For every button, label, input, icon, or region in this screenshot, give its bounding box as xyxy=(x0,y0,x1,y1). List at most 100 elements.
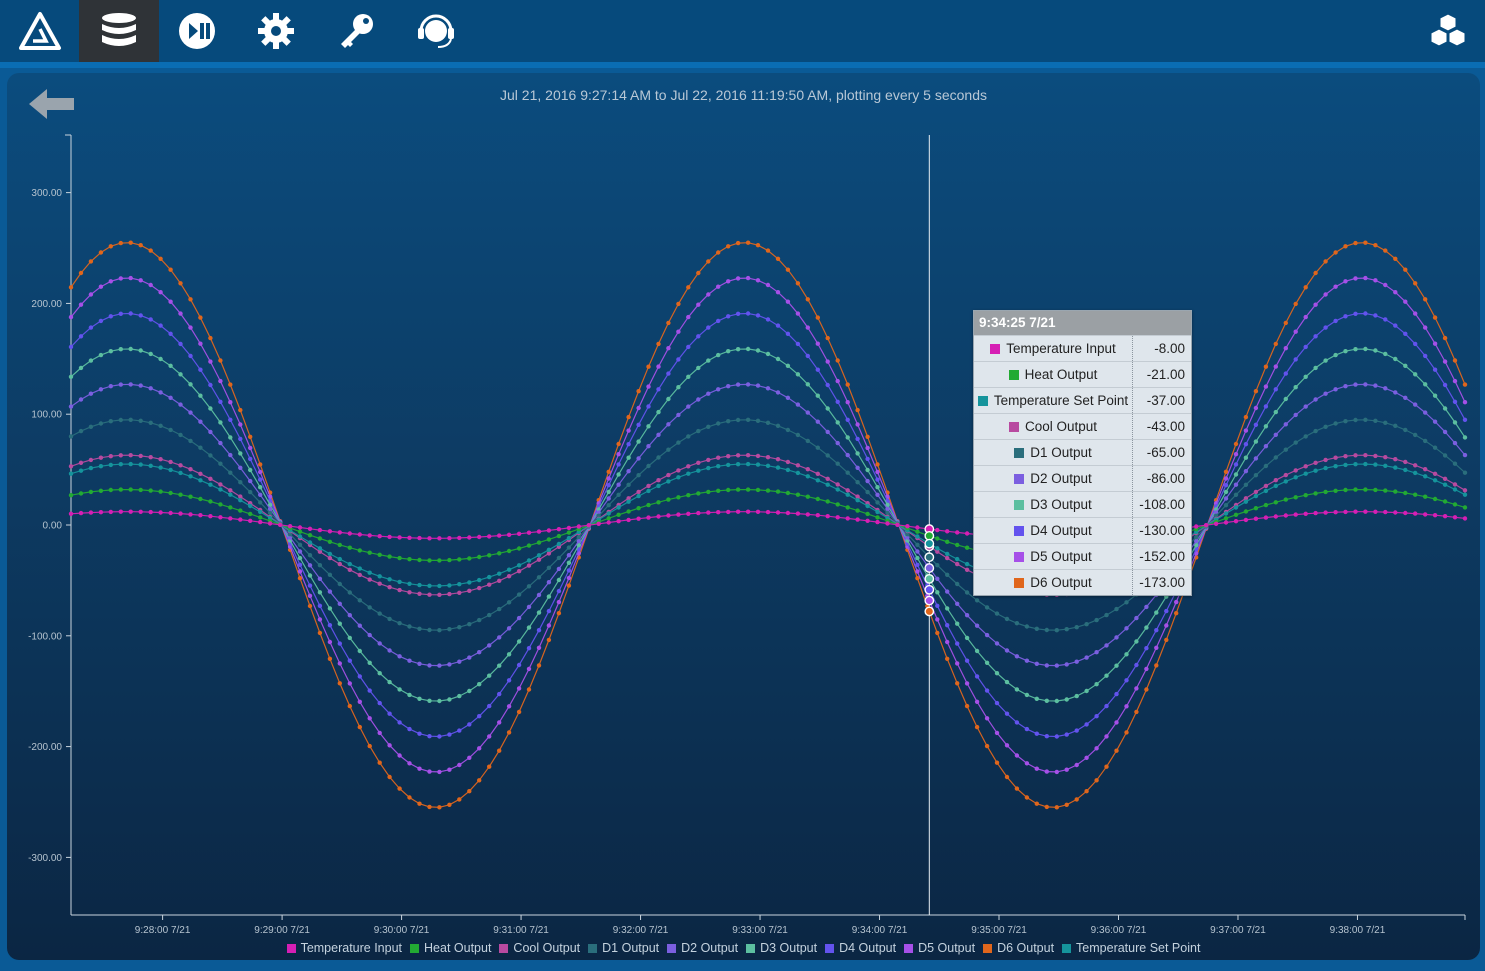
data-point xyxy=(1024,795,1030,800)
data-point xyxy=(915,562,920,567)
data-point xyxy=(974,674,980,679)
data-point xyxy=(148,463,153,468)
data-point xyxy=(735,453,741,458)
data-point xyxy=(238,451,243,456)
data-point xyxy=(98,464,104,469)
legend-item[interactable]: Temperature Input xyxy=(286,941,402,955)
data-point xyxy=(865,456,870,462)
legend-item[interactable]: D4 Output xyxy=(825,941,896,955)
data-point xyxy=(1154,663,1159,668)
data-point xyxy=(1124,626,1129,631)
data-point xyxy=(666,422,671,427)
line-chart[interactable]: 300.00 200.00 100.00 0.00 -100.00 -200.00 -300… xyxy=(7,73,1480,960)
data-point xyxy=(1413,341,1418,347)
cubes-icon[interactable] xyxy=(1408,0,1485,62)
data-point xyxy=(1044,663,1050,668)
data-point xyxy=(367,550,372,555)
data-point xyxy=(656,409,661,415)
data-point xyxy=(636,506,641,511)
data-point xyxy=(636,516,641,521)
data-point xyxy=(78,365,84,371)
data-point xyxy=(108,314,114,319)
legend-item[interactable]: Cool Output xyxy=(499,941,580,955)
data-point xyxy=(88,358,94,363)
data-point xyxy=(1144,646,1149,651)
legend-item[interactable]: D6 Output xyxy=(983,941,1054,955)
data-point xyxy=(586,523,591,528)
data-point xyxy=(347,590,352,595)
data-point xyxy=(845,492,850,497)
data-point xyxy=(1024,726,1030,732)
gear-icon[interactable] xyxy=(236,0,316,62)
data-point xyxy=(1203,523,1209,528)
data-point xyxy=(1363,382,1368,387)
data-point xyxy=(855,451,860,456)
data-point xyxy=(148,248,153,253)
data-point xyxy=(566,525,572,531)
data-point xyxy=(188,512,193,517)
data-point xyxy=(1253,493,1259,499)
key-icon[interactable] xyxy=(316,0,396,62)
data-point xyxy=(556,541,562,547)
data-point xyxy=(955,601,960,606)
data-point xyxy=(1233,519,1239,524)
data-point xyxy=(964,681,970,686)
data-point xyxy=(1074,797,1079,802)
data-point xyxy=(1403,490,1408,496)
data-point xyxy=(855,436,860,442)
data-point xyxy=(98,510,104,515)
data-point xyxy=(795,311,801,316)
legend-item[interactable]: D1 Output xyxy=(588,941,659,955)
data-point xyxy=(765,351,771,357)
headset-icon[interactable] xyxy=(396,0,476,62)
data-point xyxy=(1452,502,1458,507)
data-point xyxy=(218,502,223,507)
data-point xyxy=(1373,348,1378,353)
data-point xyxy=(427,558,432,563)
data-point xyxy=(158,423,163,428)
data-point xyxy=(417,582,422,588)
data-point xyxy=(1283,513,1289,518)
data-point xyxy=(1393,457,1398,462)
data-point xyxy=(1363,346,1368,352)
data-point xyxy=(1442,499,1448,504)
database-icon[interactable] xyxy=(79,0,159,62)
data-point xyxy=(1084,789,1089,794)
data-point xyxy=(984,605,990,610)
data-point xyxy=(228,382,233,387)
data-point xyxy=(974,623,980,628)
data-point xyxy=(1134,709,1139,715)
chart-panel: Jul 21, 2016 9:27:14 AM to Jul 22, 2016 … xyxy=(7,73,1480,960)
data-point xyxy=(984,716,990,721)
data-point xyxy=(1114,748,1119,753)
logo-icon[interactable] xyxy=(0,0,80,62)
data-point xyxy=(1074,762,1079,768)
tooltip-value: -86.00 xyxy=(1146,471,1185,486)
legend-item[interactable]: D2 Output xyxy=(667,941,738,955)
data-point xyxy=(1243,509,1249,514)
series-d5-output xyxy=(68,275,1468,775)
data-point xyxy=(447,697,452,702)
data-point xyxy=(467,688,472,694)
tooltip-series-label: Temperature Input xyxy=(1006,341,1116,356)
data-point xyxy=(228,417,233,422)
legend-item[interactable]: Heat Output xyxy=(410,941,491,955)
data-point xyxy=(447,767,452,772)
tooltip-swatch xyxy=(977,395,988,406)
legend-item[interactable]: D3 Output xyxy=(746,941,817,955)
legend-item[interactable]: D5 Output xyxy=(904,941,975,955)
play-pause-icon[interactable] xyxy=(157,0,237,62)
legend-item[interactable]: Temperature Set Point xyxy=(1062,941,1200,955)
data-point xyxy=(158,510,163,515)
data-point xyxy=(178,432,183,438)
tooltip-value: -108.00 xyxy=(1139,497,1185,512)
data-point xyxy=(277,522,283,527)
data-point xyxy=(795,463,801,468)
tooltip-swatch xyxy=(1014,447,1025,458)
back-arrow-icon[interactable] xyxy=(27,87,77,121)
data-point xyxy=(287,535,293,540)
series-d4-output xyxy=(68,311,1468,739)
data-point xyxy=(726,509,731,515)
data-point xyxy=(835,420,840,425)
data-point xyxy=(78,428,84,434)
